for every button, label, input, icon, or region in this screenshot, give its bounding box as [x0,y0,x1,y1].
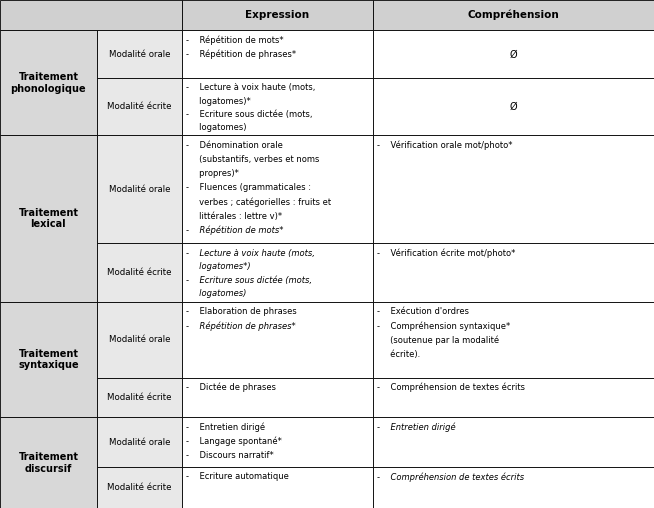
Text: -    Discours narratif*: - Discours narratif* [186,451,274,460]
Text: -    Exécution d'ordres: - Exécution d'ordres [377,307,470,316]
Bar [182,302,373,378]
Text: Compréhension: Compréhension [468,10,559,20]
Text: (soutenue par la modalité: (soutenue par la modalité [377,335,500,345]
Text: Expression: Expression [245,10,309,20]
Bar [182,30,373,78]
Bar [373,0,654,30]
Bar [0,418,97,508]
Bar [182,78,373,136]
Text: (substantifs, verbes et noms: (substantifs, verbes et noms [186,155,320,164]
Bar [182,418,373,467]
Bar [182,243,373,302]
Text: -    Ecriture automatique: - Ecriture automatique [186,472,289,481]
Text: Modalité écrite: Modalité écrite [107,483,171,492]
Text: -    Répétition de mots*: - Répétition de mots* [186,36,284,45]
Text: Modalité orale: Modalité orale [109,185,170,194]
Bar [97,467,182,508]
Bar [373,243,654,302]
Text: logatomes)*: logatomes)* [186,97,251,106]
Text: Ø: Ø [509,49,517,59]
Text: -    Ecriture sous dictée (mots,: - Ecriture sous dictée (mots, [186,276,313,284]
Text: écrite).: écrite). [377,350,421,359]
Bar [97,78,182,136]
Text: -    Fluences (grammaticales :: - Fluences (grammaticales : [186,183,311,192]
Bar [97,30,182,78]
Bar [373,467,654,508]
Bar [97,136,182,243]
Text: Modalité écrite: Modalité écrite [107,268,171,277]
Text: -    Vérification orale mot/photo*: - Vérification orale mot/photo* [377,141,513,150]
Text: Traitement
lexical: Traitement lexical [18,208,78,230]
Bar [0,302,97,418]
Text: -    Compréhension de textes écrits: - Compréhension de textes écrits [377,472,525,482]
Bar [373,302,654,378]
Text: -    Répétition de phrases*: - Répétition de phrases* [186,50,296,59]
Bar [373,418,654,467]
Text: -    Compréhension de textes écrits: - Compréhension de textes écrits [377,383,525,392]
Text: Modalité orale: Modalité orale [109,50,170,59]
Text: -    Lecture à voix haute (mots,: - Lecture à voix haute (mots, [186,83,316,92]
Text: -    Langage spontané*: - Langage spontané* [186,437,283,447]
Text: Modalité orale: Modalité orale [109,335,170,344]
Text: -    Lecture à voix haute (mots,: - Lecture à voix haute (mots, [186,248,315,258]
Text: Ø: Ø [509,102,517,112]
Bar [373,136,654,243]
Bar [97,243,182,302]
Bar [0,0,182,30]
Bar [373,78,654,136]
Text: propres)*: propres)* [186,169,239,178]
Bar [182,0,373,30]
Text: -    Ecriture sous dictée (mots,: - Ecriture sous dictée (mots, [186,110,313,119]
Text: Modalité écrite: Modalité écrite [107,393,171,402]
Text: Modalité orale: Modalité orale [109,438,170,447]
Bar [182,136,373,243]
Text: verbes ; catégorielles : fruits et: verbes ; catégorielles : fruits et [186,198,332,207]
Text: Traitement
syntaxique: Traitement syntaxique [18,349,78,370]
Text: -    Compréhension syntaxique*: - Compréhension syntaxique* [377,321,511,331]
Text: -    Répétition de phrases*: - Répétition de phrases* [186,321,296,331]
Text: Traitement
phonologique: Traitement phonologique [10,72,86,93]
Bar [182,467,373,508]
Text: -    Entretien dirigé: - Entretien dirigé [186,423,266,432]
Text: Modalité écrite: Modalité écrite [107,102,171,111]
Text: -    Entretien dirigé: - Entretien dirigé [377,423,456,432]
Text: -    Répétition de mots*: - Répétition de mots* [186,226,284,235]
Text: Traitement
discursif: Traitement discursif [18,452,78,473]
Bar [0,136,97,302]
Text: logatomes*): logatomes*) [186,262,251,271]
Bar [97,378,182,418]
Bar [373,30,654,78]
Text: logatomes): logatomes) [186,123,247,132]
Text: -    Elaboration de phrases: - Elaboration de phrases [186,307,297,316]
Bar [373,378,654,418]
Text: -    Vérification écrite mot/photo*: - Vérification écrite mot/photo* [377,248,516,258]
Text: logatomes): logatomes) [186,290,247,298]
Bar [0,30,97,136]
Text: -    Dictée de phrases: - Dictée de phrases [186,383,277,392]
Bar [97,302,182,378]
Bar [182,378,373,418]
Text: littérales : lettre v)*: littérales : lettre v)* [186,212,283,220]
Text: -    Dénomination orale: - Dénomination orale [186,141,283,149]
Bar [97,418,182,467]
